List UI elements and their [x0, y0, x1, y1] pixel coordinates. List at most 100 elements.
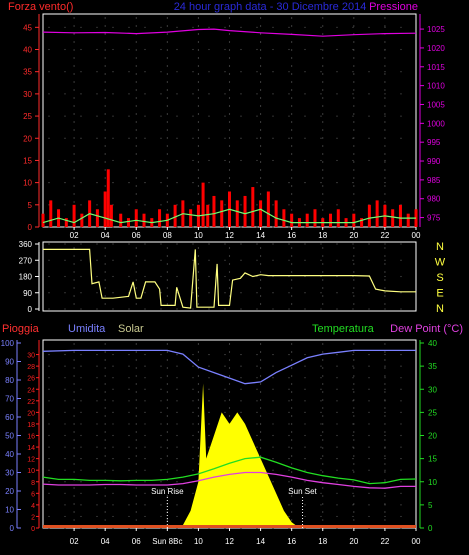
grid-dot	[197, 33, 200, 35]
grid-dot	[304, 71, 306, 73]
grid-dot	[368, 71, 370, 73]
wind-tick-label: 20	[23, 134, 32, 143]
grid-dot	[128, 365, 130, 367]
grid-dot	[291, 17, 293, 19]
grid-dot	[104, 263, 106, 265]
grid-dot	[144, 411, 146, 413]
grid-dot	[176, 308, 178, 310]
grid-dot	[80, 504, 82, 506]
grid-dot	[128, 353, 130, 356]
grid-dot	[80, 353, 82, 356]
grid-dot	[384, 145, 386, 147]
grid-dot	[192, 159, 194, 162]
grid-dot	[259, 423, 262, 425]
grid-dot	[104, 423, 106, 425]
grid-dot	[352, 388, 354, 390]
grid-dot	[73, 391, 75, 393]
grid-dot	[208, 308, 210, 310]
grid-dot	[64, 446, 66, 448]
grid-dot	[197, 287, 200, 289]
grid-dot	[353, 375, 355, 377]
grid-dot	[368, 182, 370, 184]
grid-dot	[256, 388, 258, 390]
grid-dot	[166, 41, 168, 43]
grid-dot	[192, 204, 194, 206]
grid-dot	[336, 159, 338, 162]
grid-dot	[259, 113, 262, 115]
grid-dot	[144, 481, 146, 483]
grid-dot	[197, 471, 200, 473]
grid-dot	[400, 71, 402, 73]
grid-dot	[320, 365, 322, 367]
grid-dot	[320, 458, 322, 460]
grid-dot	[166, 343, 168, 345]
wind-speed-line	[42, 208, 416, 224]
grid-dot	[353, 113, 355, 115]
grid-dot	[259, 359, 262, 361]
grid-dot	[104, 455, 106, 457]
grid-dot	[128, 492, 130, 494]
grid-dot	[291, 81, 293, 83]
grid-dot	[259, 65, 262, 67]
gust-bar	[158, 209, 162, 227]
grid-dot	[291, 415, 293, 417]
grid-dot	[400, 504, 402, 506]
grid-dot	[291, 455, 293, 457]
grid-dot	[64, 275, 66, 278]
grid-dot	[240, 243, 242, 245]
grid-dot	[259, 177, 262, 179]
grid-dot	[400, 243, 402, 245]
temp-tick-label: 15	[428, 455, 437, 464]
grid-dot	[272, 481, 274, 483]
grid-dot	[135, 41, 137, 43]
gust-bar	[259, 200, 263, 227]
grid-dot	[291, 41, 293, 43]
grid-dot	[291, 391, 293, 393]
grid-dot	[176, 365, 178, 367]
grid-dot	[73, 287, 75, 289]
grid-dot	[228, 271, 231, 273]
grid-dot	[160, 504, 162, 506]
grid-dot	[160, 434, 162, 437]
grid-dot	[73, 201, 75, 203]
grid-dot	[304, 182, 306, 184]
grid-dot	[144, 115, 146, 117]
grid-dot	[224, 411, 226, 413]
grid-dot	[368, 388, 370, 390]
grid-dot	[304, 400, 306, 402]
grid-dot	[256, 446, 258, 448]
grid-dot	[353, 247, 355, 249]
grid-dot	[288, 115, 290, 117]
grid-dot	[228, 41, 231, 43]
grid-dot	[112, 26, 114, 28]
wind-direction-frame	[42, 241, 417, 312]
grid-dot	[259, 145, 262, 147]
grid-dot	[272, 292, 274, 294]
grid-dot	[272, 353, 274, 356]
grid-dot	[160, 182, 162, 184]
grid-dot	[166, 271, 168, 273]
grid-dot	[135, 303, 137, 305]
grid-dot	[384, 71, 386, 73]
grid-dot	[166, 415, 168, 417]
grid-dot	[304, 26, 306, 28]
grid-dot	[64, 48, 66, 51]
grid-dot	[135, 121, 137, 123]
temp-tick-label: 20	[428, 432, 437, 441]
grid-dot	[197, 455, 200, 457]
grid-dot	[104, 145, 106, 147]
grid-dot	[135, 193, 137, 195]
grid-dot	[353, 367, 355, 369]
grid-dot	[96, 275, 98, 278]
grid-dot	[160, 458, 162, 460]
grid-dot	[160, 377, 162, 379]
grid-dot	[73, 113, 75, 115]
grid-dot	[80, 115, 82, 117]
grid-dot	[73, 17, 75, 19]
grid-dot	[135, 89, 137, 91]
grid-dot	[353, 57, 355, 59]
grid-dot	[128, 504, 130, 506]
grid-dot	[291, 247, 293, 249]
grid-dot	[353, 201, 355, 203]
grid-dot	[128, 243, 130, 245]
